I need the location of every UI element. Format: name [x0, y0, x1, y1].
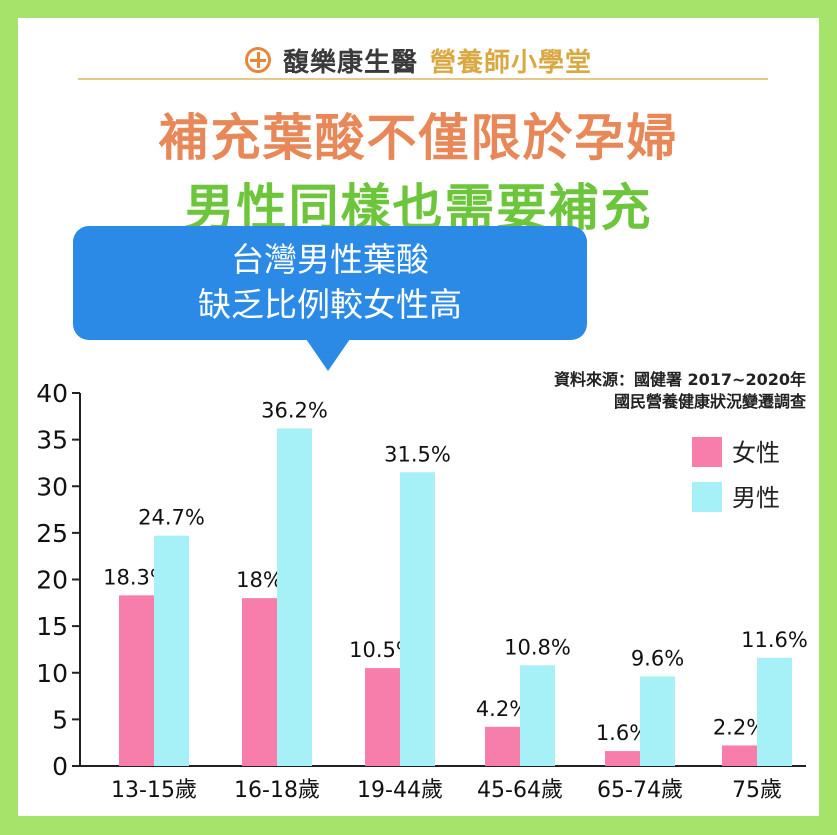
legend-female-label: 女性 [732, 439, 780, 467]
callout-line2: 缺乏比例較女性高 [198, 285, 462, 324]
x-tick-label: 16-18歲 [234, 778, 320, 803]
axes: 0 5 10 15 20 25 30 35 40 [36, 379, 806, 781]
bar-male-0 [154, 535, 189, 766]
data-label-female-1: 18% [236, 568, 283, 592]
source-line1: 資料來源：國健署 2017~2020年 [554, 370, 806, 389]
brand-header: 馥樂康生醫 營養師小學堂 [18, 40, 819, 80]
y-tick-label: 15 [36, 612, 68, 641]
y-tick-label: 10 [36, 659, 68, 688]
divider [78, 78, 768, 80]
cross-logo-icon [244, 47, 271, 73]
y-tick-label: 0 [52, 752, 68, 781]
bar-female-0 [119, 595, 154, 766]
bar-female-1 [242, 598, 277, 766]
y-tick-label: 20 [36, 566, 68, 595]
data-label-male-0: 24.7% [138, 506, 205, 530]
brand-name: 馥樂康生醫 [282, 47, 418, 78]
brand-subtitle: 營養師小學堂 [430, 47, 593, 78]
x-tick-label: 45-64歲 [477, 778, 563, 803]
headline-line1: 補充葉酸不僅限於孕婦 [158, 109, 679, 167]
bar-male-2 [400, 472, 435, 766]
data-label-male-2: 31.5% [384, 442, 451, 466]
legend-female-swatch [692, 437, 722, 467]
y-tick-label: 40 [36, 379, 68, 408]
callout-bubble: 台灣男性葉酸 缺乏比例較女性高 [73, 226, 587, 340]
x-tick-label: 65-74歲 [597, 778, 683, 803]
callout-line1: 台灣男性葉酸 [231, 240, 429, 279]
y-tick-label: 5 [52, 705, 68, 734]
bar-male-5 [757, 657, 792, 766]
bar-female-4 [605, 751, 640, 766]
data-label-male-4: 9.6% [631, 646, 684, 670]
bar-female-2 [365, 668, 400, 766]
bars: 18.3%24.7%13-15歲18%36.2%16-18歲10.5%31.5%… [103, 398, 808, 803]
bar-female-3 [485, 726, 520, 766]
bar-male-4 [640, 676, 675, 766]
data-label-male-1: 36.2% [261, 398, 328, 422]
callout-tail [306, 339, 350, 371]
data-label-male-3: 10.8% [504, 635, 571, 659]
y-tick-label: 35 [36, 426, 68, 455]
legend-male-label: 男性 [732, 484, 780, 512]
bar-female-5 [722, 745, 757, 766]
data-label-male-5: 11.6% [741, 628, 808, 652]
bar-male-1 [277, 428, 312, 766]
bar-male-3 [520, 665, 555, 766]
x-tick-label: 75歲 [732, 778, 782, 803]
source-line2: 國民營養健康狀況變遷調查 [614, 392, 806, 411]
y-tick-label: 25 [36, 519, 68, 548]
legend-male-swatch [692, 482, 722, 512]
x-tick-label: 13-15歲 [111, 778, 197, 803]
y-tick-label: 30 [36, 472, 68, 501]
x-tick-label: 19-44歲 [357, 778, 443, 803]
